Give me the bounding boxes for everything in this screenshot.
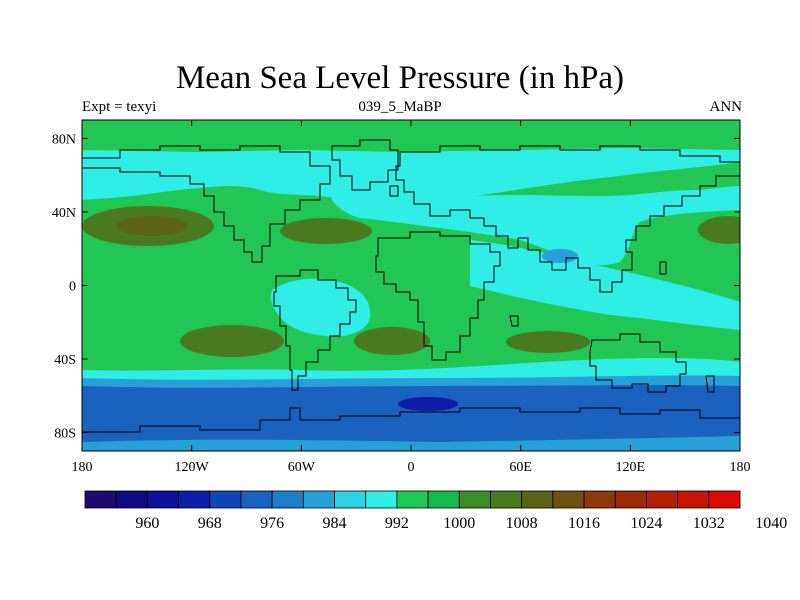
band-darkblue-low [398, 397, 458, 411]
y-tick-label: 80S [54, 427, 76, 442]
band-blue-asia [542, 249, 578, 263]
coastline-australia [589, 333, 687, 393]
pressure-field [82, 120, 740, 451]
period-label: 039_5_MaBP [358, 99, 442, 115]
high-satlantic [354, 327, 430, 355]
coastline-south-america [273, 269, 357, 391]
colorbar-swatch [84, 490, 117, 509]
colorbar-swatch [334, 490, 367, 509]
axis-ticks [81, 120, 741, 451]
high-sindian [506, 331, 590, 353]
colorbar-label: 1000 [443, 515, 475, 532]
colorbar-swatch [365, 490, 398, 509]
colorbar-label: 984 [323, 515, 347, 532]
coastline-north-america [82, 145, 331, 263]
colorbar-label: 960 [135, 515, 159, 532]
colorbar-swatch [677, 490, 710, 509]
x-tick-label: 180 [730, 460, 751, 475]
colorbar-swatch [614, 490, 647, 509]
coastline-africa [375, 231, 501, 361]
coastlines [82, 139, 740, 433]
axis-labels: 180 120W 60W 0 60E 120E 180 80N 40N 0 40S 80S [52, 132, 751, 475]
high-natlantic [280, 218, 372, 244]
colorbar-swatch [427, 490, 460, 509]
colorbar-swatch [552, 490, 585, 509]
y-tick-label: 40N [52, 206, 76, 221]
colorbar-label: 968 [198, 515, 222, 532]
high-npacific-east [698, 216, 740, 244]
colorbar-swatch [458, 490, 491, 509]
y-tick-label: 40S [54, 353, 76, 368]
colorbar-swatch [115, 490, 148, 509]
coastline-japan [659, 261, 667, 275]
colorbar-swatch [271, 490, 304, 509]
coastline-britain [389, 185, 399, 197]
band-cyan-indian [470, 240, 740, 330]
colorbar-swatch [302, 490, 335, 509]
x-tick-label: 60W [288, 460, 316, 475]
band-cyan-north [82, 148, 740, 206]
band-blue-south [82, 385, 740, 451]
colorbar-swatch [240, 490, 273, 509]
map-title: Mean Sea Level Pressure (in hPa) [175, 60, 625, 96]
colorbar-swatch [708, 490, 741, 509]
season-label: ANN [709, 99, 743, 115]
colorbar-label: 1008 [506, 515, 538, 532]
colorbar-label: 976 [260, 515, 284, 532]
colorbar-swatch [521, 490, 554, 509]
colorbar-label: 1016 [568, 515, 600, 532]
high-npacific-core [116, 216, 188, 236]
colorbar: 960 968 976 984 992 1000 1008 1016 1024 1032 1040 [84, 490, 787, 532]
experiment-label: Expt = texyi [82, 99, 157, 115]
coastline-greenland [331, 139, 399, 191]
band-lightblue-antarctic [82, 436, 740, 451]
y-tick-label: 80N [52, 132, 76, 147]
colorbar-swatch [583, 490, 616, 509]
coastline-eurasia [395, 145, 740, 293]
band-cyan-samerica [270, 278, 371, 337]
colorbar-label: 1024 [630, 515, 662, 532]
x-tick-label: 120E [616, 460, 646, 475]
x-tick-label: 60E [509, 460, 532, 475]
x-tick-label: 120W [175, 460, 210, 475]
colorbar-label: 1032 [693, 515, 725, 532]
colorbar-swatch [646, 490, 679, 509]
coastline-madagascar [509, 315, 519, 327]
colorbar-swatch [490, 490, 523, 509]
colorbar-label: 1040 [755, 515, 787, 532]
coastline-new-zealand [705, 375, 715, 393]
colorbar-label: 992 [385, 515, 409, 532]
colorbar-swatch [396, 490, 429, 509]
x-tick-label: 180 [72, 460, 93, 475]
x-tick-label: 0 [408, 460, 415, 475]
colorbar-swatch [178, 490, 211, 509]
coastline-antarctica [82, 407, 740, 433]
y-tick-label: 0 [69, 280, 76, 295]
colorbar-swatch [146, 490, 179, 509]
colorbar-swatch [209, 490, 242, 509]
band-cyan-asia [330, 186, 740, 266]
high-spacific [180, 325, 284, 357]
